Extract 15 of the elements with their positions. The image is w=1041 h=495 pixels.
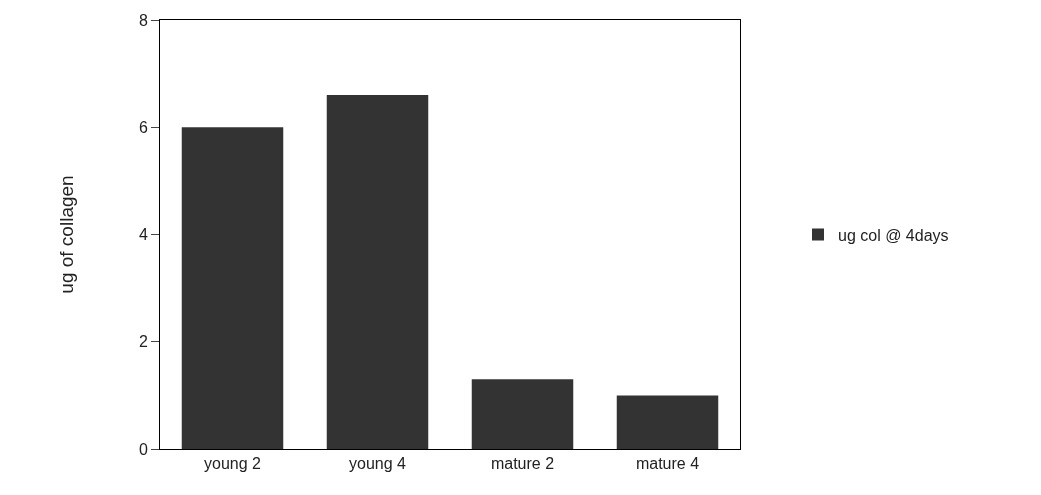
y-tick-label: 2 bbox=[138, 333, 148, 351]
bar bbox=[616, 395, 719, 449]
x-tick-label: mature 4 bbox=[635, 455, 700, 473]
y-axis-title: ug of collagen bbox=[55, 175, 77, 294]
y-tick-label: 6 bbox=[138, 118, 148, 136]
legend-label: ug col @ 4days bbox=[838, 226, 949, 244]
bar bbox=[326, 95, 429, 449]
bar bbox=[471, 379, 574, 449]
y-tick-label: 4 bbox=[138, 226, 148, 244]
y-tick-label: 0 bbox=[138, 440, 148, 458]
x-tick-label: mature 2 bbox=[490, 455, 555, 473]
y-tick-label: 8 bbox=[138, 11, 148, 29]
x-tick-label: young 4 bbox=[349, 455, 407, 473]
bar bbox=[181, 127, 284, 449]
x-tick-label: young 2 bbox=[204, 455, 262, 473]
